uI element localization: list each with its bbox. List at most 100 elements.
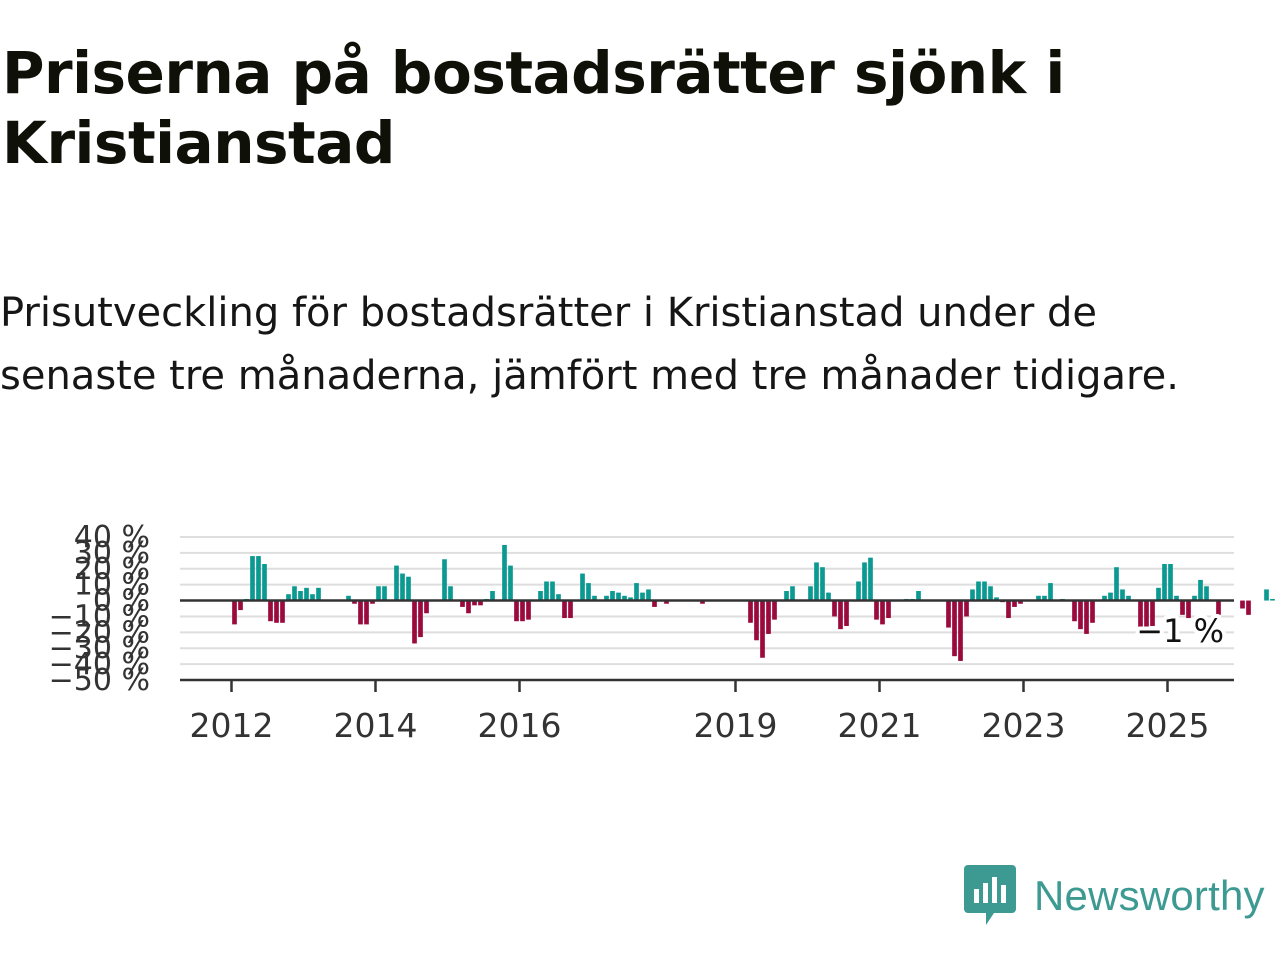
axes <box>180 599 1234 692</box>
bar-0 <box>232 600 237 625</box>
bar-21 <box>358 600 363 625</box>
bar-106 <box>868 557 873 601</box>
bar-32 <box>424 600 429 614</box>
bar-140 <box>1072 600 1077 622</box>
bar-155 <box>1162 564 1167 601</box>
bar-130 <box>1012 600 1017 607</box>
page-subtitle: Prisutveckling för bostadsrätter i Krist… <box>0 290 1179 399</box>
bar-152 <box>1144 600 1149 631</box>
bar-70 <box>652 600 657 607</box>
bar-151 <box>1138 600 1143 631</box>
bar-97 <box>814 562 819 601</box>
y-tick-label-5: −10 % <box>49 599 150 634</box>
bars <box>232 544 1275 661</box>
bar-101 <box>838 600 843 630</box>
bar-35 <box>442 559 447 601</box>
bar-30 <box>412 600 417 644</box>
bar-147 <box>1114 567 1119 601</box>
x-tick-label-2: 2016 <box>478 706 562 745</box>
bar-134 <box>1036 595 1041 601</box>
bar-11 <box>298 591 303 601</box>
bar-149 <box>1126 595 1131 601</box>
bar-39 <box>466 600 471 614</box>
bar-122 <box>964 600 969 617</box>
bar-96 <box>808 586 813 601</box>
bar-158 <box>1180 600 1185 615</box>
last-value-halo: −1 % <box>1136 612 1224 650</box>
bar-52 <box>544 581 549 601</box>
bar-145 <box>1102 595 1107 601</box>
bar-67 <box>634 583 639 601</box>
x-tick-label-1: 2014 <box>334 706 418 745</box>
x-tick-label-0: 2012 <box>190 706 274 745</box>
bar-109 <box>886 600 891 619</box>
bar-114 <box>916 591 921 601</box>
bar-168 <box>1240 600 1245 609</box>
bar-31 <box>418 600 423 638</box>
bar-161 <box>1198 579 1203 601</box>
bar-59 <box>586 583 591 601</box>
bar-25 <box>382 586 387 601</box>
bar-56 <box>568 600 573 619</box>
bar-98 <box>820 567 825 601</box>
bar-66 <box>628 597 633 601</box>
x-tick-label-6: 2025 <box>1126 706 1210 745</box>
newsworthy-logo-text: Newsworthy <box>1034 872 1265 919</box>
bar-108 <box>880 600 885 625</box>
bar-43 <box>490 591 495 601</box>
y-tick-label-1: 30 % <box>74 536 150 571</box>
newsworthy-logo: Newsworthy <box>964 864 1265 928</box>
y-tick-label-8: −40 % <box>49 647 150 682</box>
bar-135 <box>1042 595 1047 601</box>
y-tick-label-9: −50 % <box>49 663 150 698</box>
bar-8 <box>280 600 285 623</box>
bar-143 <box>1090 600 1095 623</box>
bar-55 <box>562 600 567 619</box>
bar-90 <box>772 600 777 620</box>
bar-100 <box>832 600 837 617</box>
bar-7 <box>274 600 279 623</box>
bar-45 <box>502 544 507 601</box>
bar-157 <box>1174 595 1179 601</box>
bar-162 <box>1204 586 1209 601</box>
y-tick-label-3: 10 % <box>74 568 150 603</box>
bar-169 <box>1246 600 1251 615</box>
bar-156 <box>1168 564 1173 601</box>
bar-72 <box>664 600 669 604</box>
bar-105 <box>862 562 867 601</box>
bar-36 <box>448 586 453 601</box>
bar-22 <box>364 600 369 625</box>
bar-120 <box>952 600 957 657</box>
bar-5 <box>262 564 267 601</box>
bar-38 <box>460 600 465 607</box>
bar-141 <box>1078 600 1083 630</box>
bar-4 <box>256 556 261 601</box>
bar-13 <box>310 594 315 601</box>
bar-173 <box>1270 598 1275 601</box>
bar-148 <box>1120 589 1125 601</box>
bar-68 <box>640 592 645 601</box>
price-change-bar-chart: 40 %30 %20 %10 %0 %−10 %−20 %−30 %−40 %−… <box>49 520 1275 745</box>
bar-164 <box>1216 600 1221 615</box>
bar-123 <box>970 589 975 601</box>
bar-129 <box>1006 600 1011 619</box>
bar-64 <box>616 592 621 601</box>
bar-62 <box>604 595 609 601</box>
y-tick-label-4: 0 % <box>93 584 150 619</box>
bar-121 <box>958 600 963 661</box>
bar-102 <box>844 600 849 626</box>
bar-19 <box>346 595 351 601</box>
bar-153 <box>1150 600 1155 626</box>
bar-60 <box>592 595 597 601</box>
y-tick-label-7: −30 % <box>49 631 150 666</box>
bar-1 <box>238 600 243 611</box>
bar-28 <box>400 573 405 601</box>
bar-93 <box>790 586 795 601</box>
y-tick-label-6: −20 % <box>49 615 150 650</box>
bar-41 <box>478 600 483 606</box>
bar-58 <box>580 573 585 601</box>
bar-49 <box>526 600 531 620</box>
bar-124 <box>976 581 981 601</box>
bar-12 <box>304 587 309 601</box>
bar-154 <box>1156 587 1161 601</box>
